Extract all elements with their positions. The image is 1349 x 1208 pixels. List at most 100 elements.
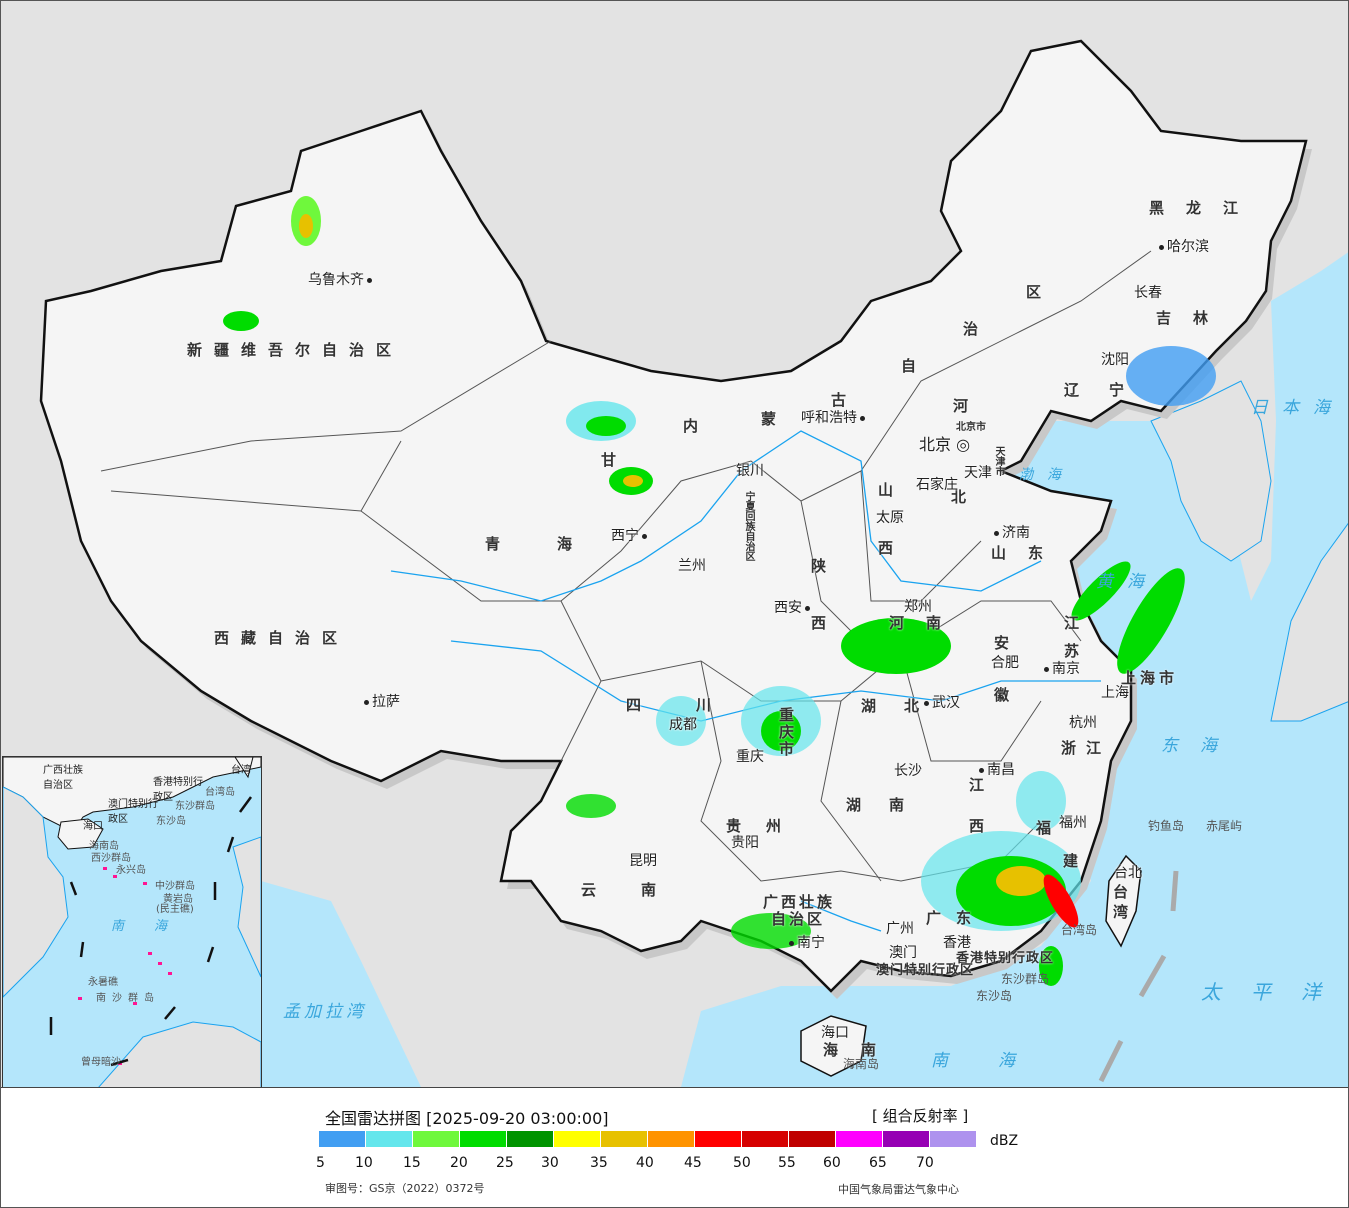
scale-tick: 25 — [496, 1155, 514, 1171]
province-label: 徽 — [994, 686, 1022, 704]
city-lanzhou: 兰州 — [678, 555, 706, 575]
radar-echoes — [223, 196, 1216, 986]
inset-sea-label: 南海 — [111, 919, 198, 934]
city-hangzhou: 杭州 — [1069, 712, 1097, 732]
scale-tick: 50 — [733, 1155, 751, 1171]
province-label: 蒙 — [761, 410, 789, 428]
province-label: 自 — [901, 357, 929, 375]
inset-label: 东沙岛 — [156, 816, 186, 827]
city-shenyang: 沈阳 — [1101, 349, 1129, 369]
city-chengdu: 成都 — [669, 714, 697, 734]
scale-tick: 35 — [590, 1155, 608, 1171]
city-shijiazhuang: 石家庄 — [916, 474, 958, 494]
scale-tick: 60 — [823, 1155, 841, 1171]
province-label: 区 — [1026, 283, 1054, 301]
island-label: 台湾岛 — [1061, 923, 1098, 937]
city-name: 昆明 — [629, 853, 657, 869]
inset-label: 广西壮族自治区 — [43, 765, 83, 791]
province-label: 西 — [811, 614, 839, 632]
city-dot-icon — [994, 530, 999, 536]
city-yinchuan: 银川 — [736, 460, 764, 480]
color-swatch — [648, 1131, 694, 1147]
province-label: 北 — [951, 488, 979, 506]
scale-tick: 10 — [355, 1155, 373, 1171]
province-label: 贵 — [726, 817, 754, 835]
city-dot-icon — [1159, 244, 1164, 250]
city-name: 南昌 — [987, 762, 1015, 778]
color-swatch — [460, 1131, 506, 1147]
city-wuhan: 武汉 — [921, 692, 960, 712]
color-swatch — [554, 1131, 600, 1147]
scale-tick: 20 — [450, 1155, 468, 1171]
city-name: 拉萨 — [372, 694, 400, 710]
inset-label: 海口 — [83, 821, 103, 832]
scale-tick: 70 — [916, 1155, 934, 1171]
inset-label: 永暑礁 — [88, 977, 118, 988]
scale-tick: 30 — [541, 1155, 559, 1171]
province-label: 山东 — [991, 544, 1066, 562]
credit-label: 中国气象局雷达气象中心 — [838, 1183, 959, 1196]
province-label: 陕 — [811, 557, 839, 575]
city-taipei: 台北 — [1114, 862, 1142, 882]
boundary-dashes — [1098, 870, 1179, 1083]
city-name: 郑州 — [904, 599, 932, 615]
city-dot-icon — [367, 277, 372, 283]
hainan-island — [800, 1015, 867, 1077]
province-label: 重庆市 — [777, 707, 795, 758]
city-dot-icon — [805, 605, 810, 611]
province-label: 建 — [1063, 852, 1091, 870]
province-label: 东 — [956, 909, 984, 927]
island-label: 东沙岛 — [976, 989, 1013, 1003]
map-approval-number: 审图号：GS京（2022）0372号 — [325, 1182, 485, 1195]
inset-label: 台湾 — [231, 765, 251, 776]
province-label: 福 — [1036, 819, 1064, 837]
city-beijing: 北京 ◎ — [919, 431, 970, 455]
province-label: 澳门特别行政区 — [876, 963, 975, 978]
inset-philippines — [232, 836, 261, 978]
city-name: 长沙 — [894, 763, 922, 779]
inset-label: 永兴岛 — [116, 865, 146, 876]
city-tianjin: 天津 — [964, 462, 992, 482]
city-name: 海口 — [821, 1025, 849, 1041]
korea-peninsula — [1150, 380, 1272, 562]
map-canvas — [39, 39, 1348, 1087]
city-name: 呼和浩特 — [801, 410, 857, 426]
color-swatch — [366, 1131, 412, 1147]
province-label: 宁 — [1109, 381, 1137, 399]
province-label: 海 — [823, 1041, 851, 1059]
color-swatch — [695, 1131, 741, 1147]
city-chongqing: 重庆 — [736, 746, 764, 766]
inset-label: 黄岩岛 — [163, 894, 193, 905]
inset-taiwan — [234, 757, 254, 779]
city-harbin: 哈尔滨 — [1156, 236, 1209, 256]
city-name: 香港 — [943, 935, 971, 951]
inset-hainan — [57, 818, 104, 850]
inset-boundary-dashes — [49, 796, 253, 1067]
province-label: 河 — [953, 397, 981, 415]
province-label: 江 — [969, 776, 997, 794]
city-xining: 西宁 — [611, 525, 650, 545]
island-label: 钓鱼岛 — [1148, 819, 1185, 833]
inset-label: 东沙群岛 — [175, 801, 215, 812]
province-label: 吉林 — [1156, 309, 1231, 327]
scale-tick: 55 — [778, 1155, 796, 1171]
taiwan-island — [1105, 854, 1142, 948]
city-zhengzhou: 郑州 — [904, 596, 932, 616]
city-name: 天津 — [964, 465, 992, 481]
city-name: 杭州 — [1069, 715, 1097, 731]
city-name: 石家庄 — [916, 477, 958, 493]
province-label: 新疆维吾尔自治区 — [187, 341, 404, 359]
city-name: 济南 — [1002, 525, 1030, 541]
city-name: 南京 — [1052, 661, 1080, 677]
city-hohhot: 呼和浩特 — [801, 407, 868, 427]
city-name: 合肥 — [991, 655, 1019, 671]
color-swatch — [413, 1131, 459, 1147]
province-label: 西 — [878, 539, 906, 557]
scale-tick: 45 — [684, 1155, 702, 1171]
city-dot-icon — [860, 415, 865, 421]
city-name: 乌鲁木齐 — [308, 272, 364, 288]
province-label: 内 — [683, 417, 711, 435]
city-nanchang: 南昌 — [976, 759, 1015, 779]
city-name: 南宁 — [797, 935, 825, 951]
province-label: 宁夏回族自治区 — [743, 491, 754, 561]
